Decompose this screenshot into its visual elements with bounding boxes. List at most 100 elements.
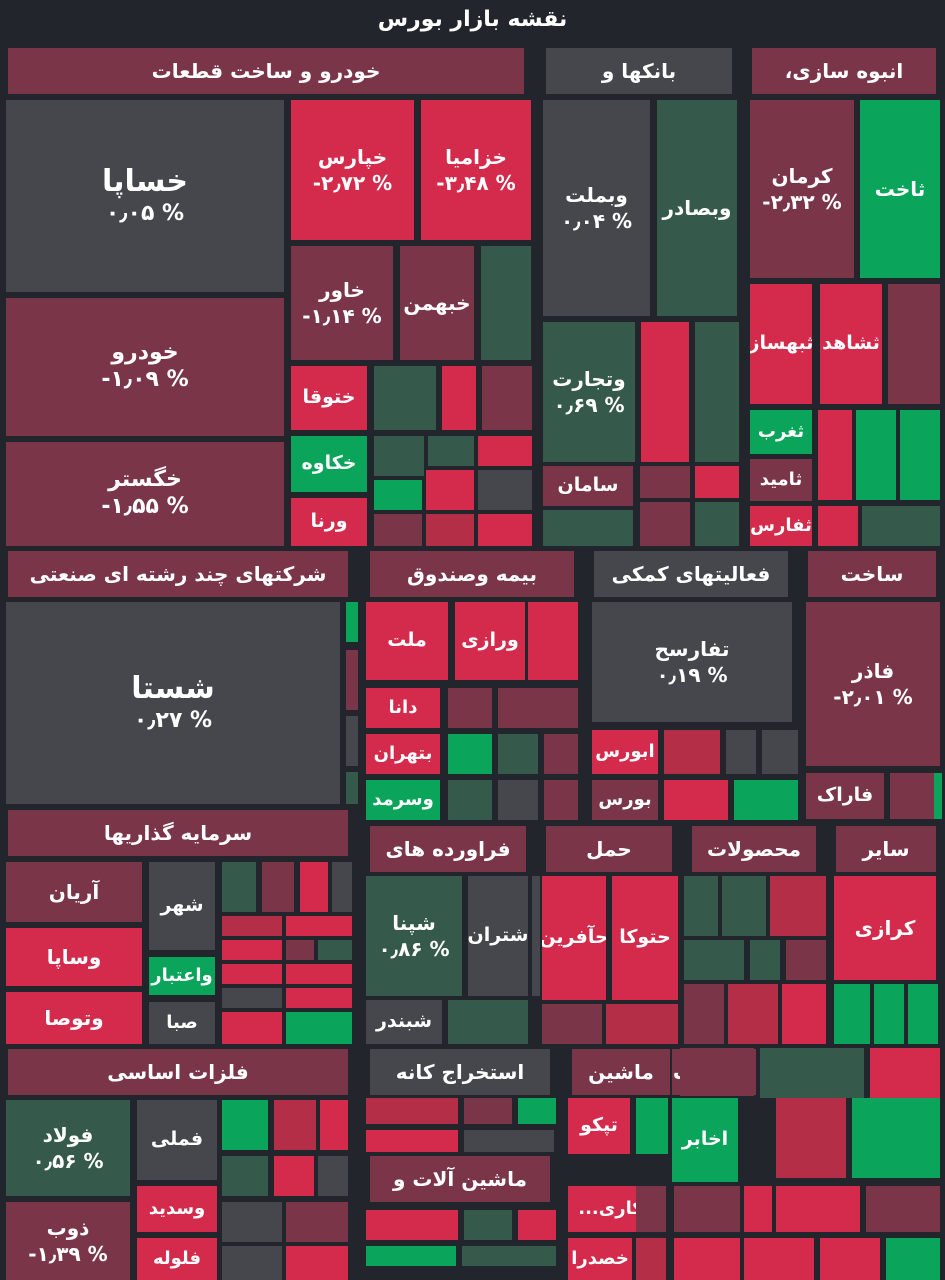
stock-tile[interactable]: ابورس (592, 730, 658, 774)
stock-tile-small[interactable] (300, 862, 328, 912)
stock-tile-small[interactable] (366, 1246, 456, 1266)
stock-tile[interactable]: فاذر -۲٫۰۱ % (806, 602, 940, 766)
stock-tile-small[interactable] (856, 410, 896, 500)
stock-tile-small[interactable] (636, 1098, 668, 1154)
stock-tile-small[interactable] (866, 1186, 940, 1232)
stock-tile[interactable]: خکاوه (291, 436, 367, 492)
stock-tile-small[interactable] (834, 984, 870, 1044)
stock-tile[interactable]: خپارس -۲٫۷۲ % (291, 100, 414, 240)
stock-tile-small[interactable] (428, 436, 474, 466)
stock-tile-small[interactable] (744, 1238, 814, 1280)
stock-tile-small[interactable] (222, 1202, 282, 1242)
stock-tile-small[interactable] (664, 780, 728, 820)
stock-tile[interactable]: ثغرب (750, 410, 812, 454)
stock-tile-small[interactable] (482, 366, 532, 430)
stock-tile-small[interactable] (776, 1098, 846, 1178)
stock-tile-small[interactable] (442, 366, 476, 430)
stock-tile[interactable]: ورازی (455, 602, 525, 680)
stock-tile-small[interactable] (886, 1238, 940, 1280)
stock-tile-small[interactable] (464, 1130, 554, 1152)
stock-tile-small[interactable] (318, 1156, 348, 1196)
stock-tile[interactable]: شستا ۰٫۲۷ % (6, 602, 340, 804)
stock-tile-small[interactable] (786, 940, 826, 980)
stock-tile-small[interactable] (734, 780, 798, 820)
stock-tile[interactable]: شپنا ۰٫۸۶ % (366, 876, 462, 996)
stock-tile-small[interactable] (346, 602, 358, 642)
stock-tile-small[interactable] (518, 1098, 556, 1124)
stock-tile-small[interactable] (762, 730, 798, 774)
stock-tile-small[interactable] (222, 940, 282, 960)
stock-tile-small[interactable] (478, 514, 532, 546)
stock-tile-small[interactable] (346, 772, 358, 804)
stock-tile-small[interactable] (346, 650, 358, 710)
stock-tile[interactable]: تپکو (568, 1098, 630, 1154)
stock-tile-small[interactable] (498, 780, 538, 820)
stock-tile-small[interactable] (518, 1210, 556, 1240)
stock-tile[interactable]: ثفارس (750, 506, 812, 546)
stock-tile-small[interactable] (366, 1098, 458, 1124)
stock-tile-small[interactable] (640, 502, 690, 546)
stock-tile-small[interactable] (374, 480, 422, 510)
stock-tile-small[interactable] (543, 510, 633, 546)
stock-tile-small[interactable] (640, 466, 690, 498)
stock-tile-small[interactable] (770, 876, 826, 936)
stock-tile-small[interactable] (636, 1238, 666, 1280)
stock-tile[interactable]: وبملت ۰٫۰۴ % (543, 100, 650, 316)
stock-tile[interactable]: ثاخت (860, 100, 940, 278)
stock-tile-small[interactable] (222, 988, 282, 1008)
stock-tile-small[interactable] (286, 1202, 348, 1242)
stock-tile-small[interactable] (464, 1098, 512, 1124)
stock-tile-small[interactable] (726, 730, 756, 774)
stock-tile-small[interactable] (464, 1210, 512, 1240)
stock-tile[interactable]: شتران (468, 876, 528, 996)
stock-tile-small[interactable] (862, 506, 940, 546)
stock-tile-small[interactable] (498, 734, 538, 774)
stock-tile-small[interactable] (674, 1238, 740, 1280)
stock-tile-small[interactable] (286, 1012, 352, 1044)
stock-tile[interactable]: خاور -۱٫۱۴ % (291, 246, 393, 360)
stock-tile-small[interactable] (684, 984, 724, 1044)
stock-tile-small[interactable] (684, 940, 744, 980)
stock-tile-small[interactable] (222, 1012, 282, 1044)
stock-tile[interactable]: فلوله (137, 1238, 217, 1280)
stock-tile[interactable]: ورنا (291, 498, 367, 546)
stock-tile-small[interactable] (870, 1048, 940, 1098)
stock-tile-small[interactable] (286, 940, 314, 960)
stock-tile-small[interactable] (680, 1048, 754, 1096)
stock-tile[interactable]: فملی (137, 1100, 217, 1180)
stock-tile-small[interactable] (274, 1100, 316, 1150)
stock-tile-small[interactable] (695, 466, 739, 498)
stock-tile[interactable]: خگستر -۱٫۵۵ % (6, 442, 284, 546)
stock-tile-small[interactable] (744, 1186, 772, 1232)
stock-tile-small[interactable] (374, 514, 422, 546)
stock-tile-small[interactable] (262, 862, 294, 912)
stock-tile-small[interactable] (222, 1246, 282, 1280)
stock-tile-small[interactable] (274, 1156, 314, 1196)
stock-tile[interactable]: ذوب -۱٫۳۹ % (6, 1202, 130, 1280)
stock-tile[interactable]: واعتبار (149, 957, 215, 995)
stock-tile[interactable]: شبندر (366, 1000, 442, 1044)
stock-tile-small[interactable] (532, 876, 540, 996)
stock-tile-small[interactable] (448, 780, 492, 820)
stock-tile-small[interactable] (722, 876, 766, 936)
stock-tile-small[interactable] (374, 436, 424, 476)
stock-tile[interactable]: اخابر (672, 1098, 738, 1182)
stock-tile[interactable]: وبصادر (657, 100, 737, 316)
stock-tile-small[interactable] (674, 1186, 740, 1232)
stock-tile-small[interactable] (222, 1100, 268, 1150)
stock-tile[interactable]: خودرو -۱٫۰۹ % (6, 298, 284, 436)
stock-tile-small[interactable] (346, 716, 358, 766)
stock-tile-small[interactable] (684, 876, 718, 936)
stock-tile-small[interactable] (818, 506, 858, 546)
stock-tile-small[interactable] (222, 916, 282, 936)
stock-tile-small[interactable] (366, 1210, 458, 1240)
stock-tile-small[interactable] (286, 1246, 348, 1280)
stock-tile-small[interactable] (606, 1004, 678, 1044)
stock-tile-small[interactable] (900, 410, 940, 500)
stock-tile-small[interactable] (782, 984, 826, 1044)
stock-tile[interactable]: ثامید (750, 459, 812, 501)
stock-tile-small[interactable] (695, 322, 739, 462)
stock-tile[interactable]: حآفرین (542, 876, 606, 1000)
stock-tile-small[interactable] (222, 1156, 268, 1196)
stock-tile[interactable]: صبا (149, 1002, 215, 1044)
